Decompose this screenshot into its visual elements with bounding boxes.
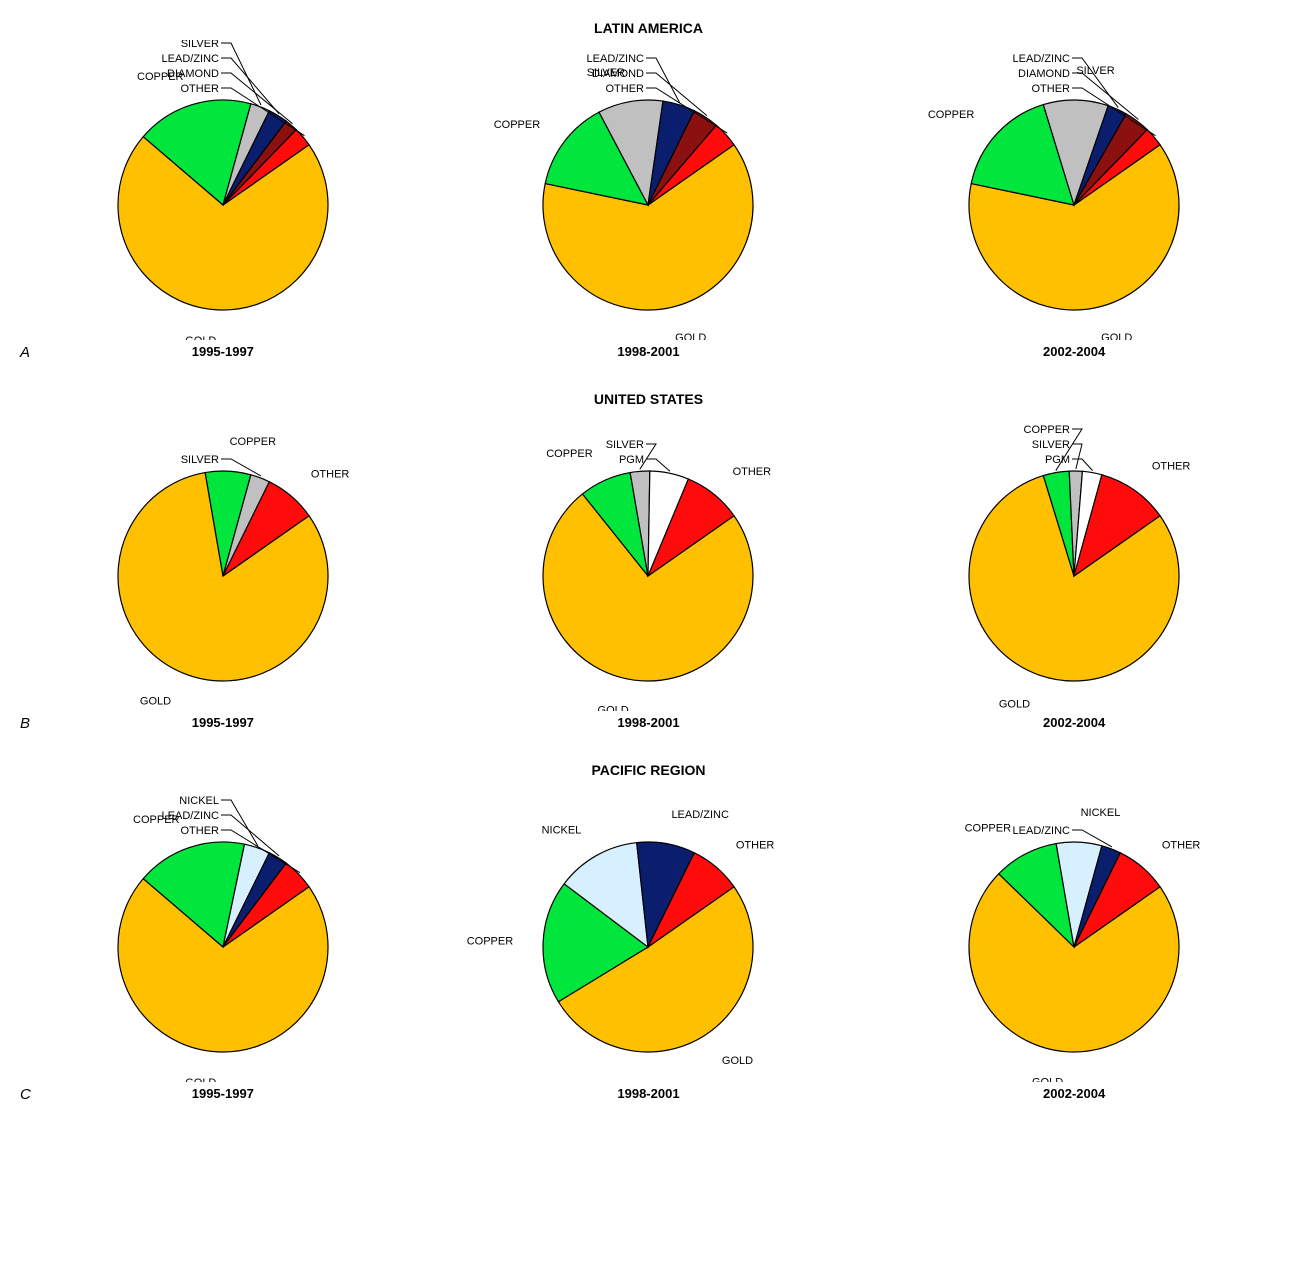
chart-cell: GOLDOTHERPGMSILVERCOPPER2002-2004 — [874, 411, 1274, 730]
chart-svg-wrap: GOLDCOPPEROTHERLEAD/ZINCNICKEL — [23, 782, 423, 1082]
charts-grid: GOLDCOPPEROTHERDIAMONDLEAD/ZINCSILVER199… — [10, 40, 1287, 359]
slice-label: COPPER — [547, 448, 594, 460]
region-row: PACIFIC REGION GOLD COPPER OTHER LEAD/ZINC NI… — [10, 762, 1287, 1103]
slice-label: SILVER — [181, 40, 219, 50]
leader-line — [646, 459, 670, 471]
slice-label: COPPER — [928, 109, 975, 121]
region-title: UNITED STATES — [10, 391, 1287, 407]
slice-label: SILVER — [606, 439, 644, 451]
leader-line — [646, 58, 680, 103]
slice-label: OTHER — [180, 83, 219, 95]
pie-chart: GOLD COPPER SILVER OTHER DIAMOND LEAD/ZINC — [874, 40, 1274, 340]
slice-label: GOLD — [140, 696, 171, 708]
slice-label: LEAD/ZINC — [1013, 825, 1071, 837]
chart-cell: GOLDCOPPEROTHERSILVER1995-1997 — [23, 411, 423, 730]
chart-svg-wrap: GOLD COPPER NICKEL OTHER LEAD/ZINC — [874, 782, 1274, 1082]
chart-svg-wrap: GOLD COPPER OTHER SILVER — [23, 411, 423, 711]
row-letter: B — [20, 715, 1297, 732]
slice-label: NICKEL — [179, 795, 219, 807]
chart-cell: GOLDCOPPERSILVEROTHERDIAMONDLEAD/ZINC199… — [448, 40, 848, 359]
slice-label: GOLD — [722, 1055, 753, 1067]
leader-line — [1072, 444, 1082, 469]
slice-label: COPPER — [1024, 424, 1071, 436]
slice-label: SILVER — [1032, 439, 1070, 451]
leader-line — [221, 43, 261, 105]
slice-label: OTHER — [1032, 83, 1071, 95]
slice-label: NICKEL — [1081, 807, 1121, 819]
slice-label: LEAD/ZINC — [161, 810, 219, 822]
slice-label: GOLD — [676, 332, 707, 340]
region-row: LATIN AMERICA GOLD COPPER OTHER DIAMOND LEAD/… — [10, 20, 1287, 361]
charts-grid: GOLDCOPPEROTHERSILVER1995-1997GOLDCOPPER… — [10, 411, 1287, 730]
slice-label: OTHER — [1162, 839, 1201, 851]
charts-grid: GOLDCOPPEROTHERLEAD/ZINCNICKEL1995-1997G… — [10, 782, 1287, 1101]
slice-label: PGM — [619, 454, 644, 466]
slice-label: NICKEL — [542, 825, 582, 837]
slice-label: GOLD — [1101, 332, 1132, 340]
chart-cell: GOLDCOPPERSILVEROTHERDIAMONDLEAD/ZINC200… — [874, 40, 1274, 359]
pie-chart: GOLD COPPER OTHER SILVER — [23, 411, 423, 711]
pie-chart: GOLD COPPER OTHER PGM SILVER — [448, 411, 848, 711]
slice-label: LEAD/ZINC — [672, 809, 730, 821]
slice-label: OTHER — [311, 468, 350, 480]
slice-label: COPPER — [494, 119, 541, 131]
slice-label: GOLD — [598, 705, 629, 711]
pie-chart: GOLD COPPER NICKEL OTHER LEAD/ZINC — [874, 782, 1274, 1082]
slice-label: COPPER — [229, 436, 276, 448]
pie-chart: GOLDCOPPEROTHERDIAMONDLEAD/ZINCSILVER — [23, 40, 423, 340]
slice-label: OTHER — [736, 839, 775, 851]
pie-chart: GOLDCOPPEROTHERLEAD/ZINCNICKEL — [23, 782, 423, 1082]
pie-chart: GOLD COPPER NICKEL LEAD/ZINC OTHER — [448, 782, 848, 1082]
slice-label: OTHER — [733, 466, 772, 478]
chart-cell: GOLDCOPPEROTHERDIAMONDLEAD/ZINCSILVER199… — [23, 40, 423, 359]
slice-label: COPPER — [467, 935, 514, 947]
slice-label: DIAMOND — [593, 68, 645, 80]
pie-chart: GOLDCOPPERSILVEROTHERDIAMONDLEAD/ZINC — [448, 40, 848, 340]
chart-cell: GOLDCOPPEROTHERLEAD/ZINCNICKEL1995-1997 — [23, 782, 423, 1101]
slice-label: GOLD — [1032, 1077, 1063, 1082]
chart-cell: GOLDCOPPEROTHERPGMSILVER1998-2001 — [448, 411, 848, 730]
slice-label: OTHER — [606, 83, 645, 95]
chart-cell: GOLDCOPPERNICKELOTHERLEAD/ZINC2002-2004 — [874, 782, 1274, 1101]
chart-svg-wrap: GOLDCOPPEROTHERDIAMONDLEAD/ZINCSILVER — [23, 40, 423, 340]
pie-chart-grid: LATIN AMERICA GOLD COPPER OTHER DIAMOND LEAD/… — [10, 20, 1287, 1103]
slice-label: SILVER — [1076, 65, 1114, 77]
leader-line — [1072, 459, 1093, 471]
chart-cell: GOLDCOPPERNICKELLEAD/ZINCOTHER1998-2001 — [448, 782, 848, 1101]
slice-label: LEAD/ZINC — [587, 53, 645, 65]
chart-svg-wrap: GOLD COPPER OTHER PGM SILVER — [448, 411, 848, 711]
region-title: PACIFIC REGION — [10, 762, 1287, 778]
slice-label: PGM — [1045, 454, 1070, 466]
slice-label: OTHER — [1152, 461, 1191, 473]
region-title: LATIN AMERICA — [10, 20, 1287, 36]
slice-label: COPPER — [965, 823, 1012, 835]
chart-svg-wrap: GOLD OTHER PGM SILVER COPPER — [874, 411, 1274, 711]
pie-chart: GOLD OTHER PGM SILVER COPPER — [874, 411, 1274, 711]
chart-svg-wrap: GOLD COPPER SILVER OTHER DIAMOND LEAD/ZINC — [874, 40, 1274, 340]
slice-label: SILVER — [181, 454, 219, 466]
slice-label: LEAD/ZINC — [1013, 53, 1071, 65]
slice-label: GOLD — [185, 1077, 216, 1082]
slice-label: OTHER — [180, 825, 219, 837]
chart-svg-wrap: GOLDCOPPERSILVEROTHERDIAMONDLEAD/ZINC — [448, 40, 848, 340]
row-letter: A — [20, 344, 1297, 361]
row-letter: C — [20, 1086, 1297, 1103]
region-row: UNITED STATESGOLDCOPPEROTHERSILVER1995-1… — [10, 391, 1287, 732]
slice-label: GOLD — [185, 335, 216, 340]
leader-line — [221, 800, 258, 846]
chart-svg-wrap: GOLD COPPER NICKEL LEAD/ZINC OTHER — [448, 782, 848, 1082]
slice-label: LEAD/ZINC — [161, 53, 219, 65]
slice-label: GOLD — [999, 699, 1030, 711]
slice-label: DIAMOND — [1018, 68, 1070, 80]
slice-label: DIAMOND — [167, 68, 219, 80]
